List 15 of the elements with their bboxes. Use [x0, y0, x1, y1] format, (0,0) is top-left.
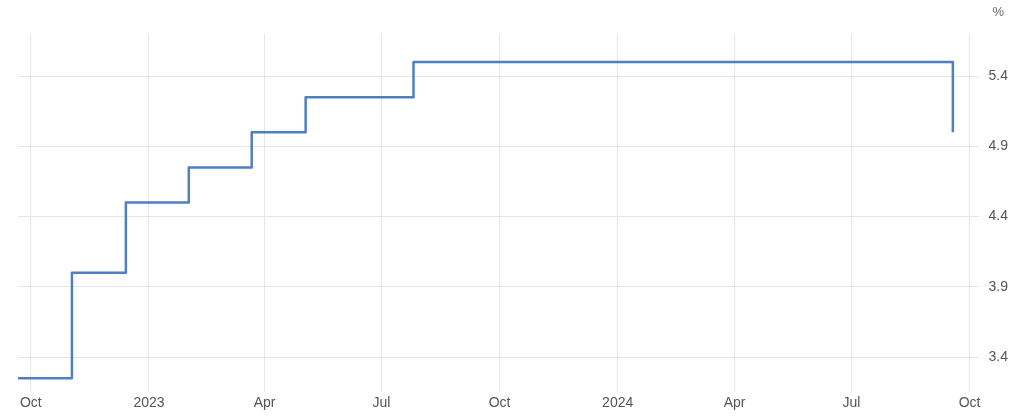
- x-tick-label: Oct: [19, 394, 42, 411]
- y-tick-label: 4.9: [988, 137, 1009, 154]
- y-axis-title: %: [992, 3, 1005, 19]
- x-tick-label: Apr: [253, 394, 276, 411]
- y-tick-label: 3.4: [988, 347, 1009, 364]
- x-tick-label: Jul: [842, 394, 861, 411]
- x-tick-label: Apr: [723, 394, 746, 411]
- x-tick-label: 2024: [602, 394, 634, 411]
- x-tick-label: Oct: [488, 394, 511, 411]
- x-tick-label: Oct: [958, 394, 981, 411]
- x-tick-label: 2023: [133, 394, 165, 411]
- x-tick-label: Jul: [372, 394, 391, 411]
- y-tick-label: 3.9: [988, 277, 1009, 294]
- y-tick-label: 5.4: [988, 67, 1009, 83]
- y-tick-label: 4.4: [988, 207, 1009, 224]
